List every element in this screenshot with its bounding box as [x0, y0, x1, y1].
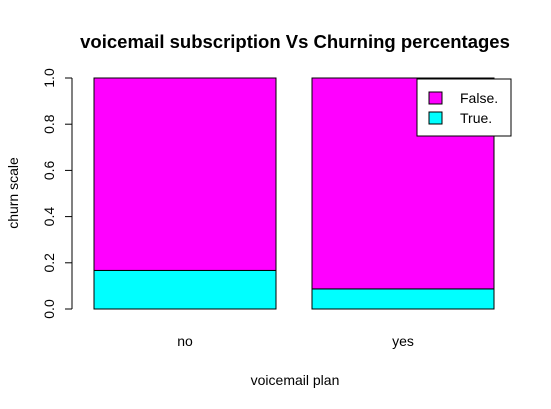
y-axis-label: churn scale	[5, 157, 21, 229]
chart-title: voicemail subscription Vs Churning perce…	[80, 31, 510, 52]
legend-swatch-false	[428, 91, 443, 105]
y-tick-label: 0.8	[41, 114, 57, 134]
y-tick-label: 0.6	[41, 160, 57, 180]
legend: False. True.	[416, 78, 512, 137]
y-tick-label: 0.2	[41, 253, 57, 273]
y-tick-label: 0.4	[41, 207, 57, 227]
bar-yes-true	[311, 288, 495, 310]
y-axis: 0.0 0.2 0.4 0.6 0.8 1.0	[41, 68, 73, 319]
x-axis-label: voicemail plan	[251, 372, 340, 388]
x-tick-label-yes: yes	[392, 333, 414, 349]
bars	[93, 77, 495, 310]
legend-label-false: False.	[460, 90, 498, 106]
bar-no-false	[93, 77, 277, 271]
x-tick-label-no: no	[177, 333, 193, 349]
y-tick-label: 1.0	[41, 68, 57, 88]
legend-label-true: True.	[460, 110, 492, 126]
bar-no-true	[93, 269, 277, 310]
legend-swatch-true	[428, 111, 443, 125]
y-tick-label: 0.0	[41, 299, 57, 319]
x-tick-labels: no yes	[177, 333, 414, 349]
y-ticks: 0.0 0.2 0.4 0.6 0.8 1.0	[41, 68, 72, 319]
legend-box	[416, 78, 512, 137]
